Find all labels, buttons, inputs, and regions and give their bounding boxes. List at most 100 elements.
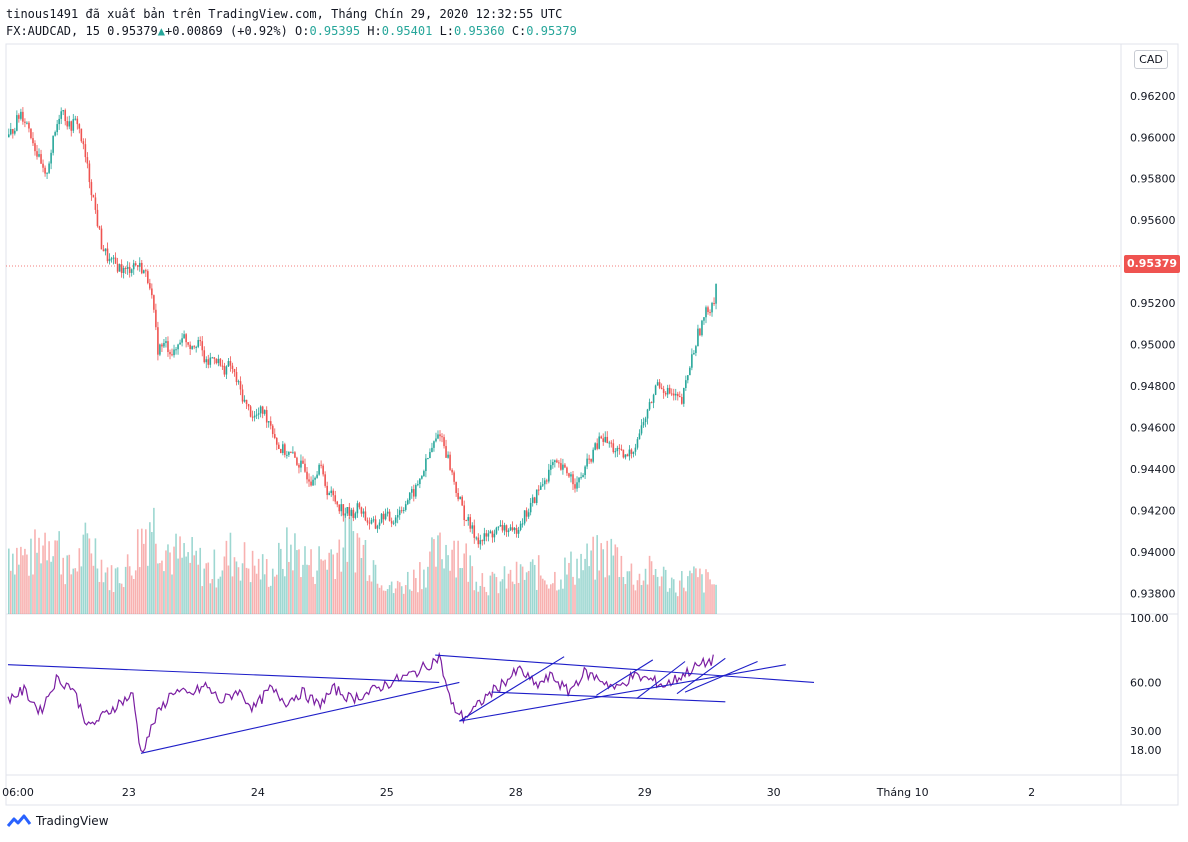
volume-bar	[473, 590, 476, 614]
volume-bar	[501, 579, 504, 614]
candle-body	[541, 484, 544, 486]
candle-body	[215, 358, 218, 364]
volume-bar	[628, 571, 631, 614]
plot-border	[5, 43, 1179, 806]
candle-body	[701, 320, 703, 336]
candle-body	[179, 342, 181, 345]
volume-bar	[203, 568, 206, 614]
candle-body	[685, 380, 687, 389]
volume-bar	[590, 550, 592, 614]
candle-body	[219, 358, 222, 366]
candle-body	[402, 509, 405, 511]
candle-body	[562, 464, 564, 470]
candle-body	[550, 465, 552, 470]
volume-bar	[183, 543, 185, 614]
volume-bar	[390, 581, 393, 614]
candle-body	[360, 507, 363, 514]
volume-bar	[181, 557, 183, 614]
candle-body	[140, 262, 143, 274]
candle-body	[650, 402, 653, 404]
candle-body	[78, 124, 81, 129]
volume-bar	[78, 548, 81, 614]
volume-bar	[46, 560, 48, 614]
candle-body	[304, 463, 306, 472]
volume-bar	[92, 565, 95, 614]
volume-bar	[443, 568, 445, 614]
volume-bar	[495, 577, 498, 614]
volume-bar	[562, 588, 564, 614]
volume-bar	[278, 542, 280, 614]
volume-bar	[241, 563, 244, 614]
volume-bar	[608, 575, 611, 614]
volume-bar	[191, 537, 193, 614]
candle-body	[136, 265, 139, 267]
candle-body	[278, 444, 280, 450]
volume-bar	[467, 581, 470, 614]
volume-bar	[370, 581, 373, 614]
volume-bar	[110, 565, 113, 614]
volume-bar	[211, 578, 214, 614]
high-label: H:	[367, 24, 382, 38]
candle-body	[386, 511, 389, 514]
rsi-trendline	[7, 664, 440, 683]
candle-body	[435, 438, 437, 442]
cloud-logo-icon	[6, 814, 32, 827]
candle-body	[632, 451, 635, 454]
volume-bar	[533, 564, 536, 614]
candle-body	[545, 480, 548, 482]
volume-bar	[294, 533, 296, 614]
volume-bar	[273, 576, 276, 614]
volume-bar	[447, 555, 449, 614]
volume-bar	[142, 543, 145, 614]
volume-bar	[221, 570, 224, 614]
candle-body	[362, 511, 365, 514]
volume-bar	[239, 580, 242, 614]
volume-bar	[32, 574, 34, 614]
tradingview-logo[interactable]: TradingView	[6, 814, 109, 828]
candle-body	[467, 517, 470, 521]
candle-body	[483, 533, 486, 542]
volume-bars	[8, 507, 717, 614]
candle-body	[334, 495, 337, 502]
volume-bar	[227, 565, 230, 614]
volume-bar	[302, 564, 304, 614]
volume-bar	[298, 549, 300, 614]
volume-bar	[648, 555, 651, 614]
volume-bar	[513, 584, 516, 614]
price-tick-label: 0.94400	[1130, 463, 1176, 476]
candle-body	[267, 421, 270, 423]
candle-body	[681, 397, 683, 404]
candle-body	[368, 522, 371, 524]
candle-body	[294, 452, 296, 458]
candle-body	[157, 327, 159, 355]
volume-bar	[598, 570, 600, 614]
volume-bar	[689, 570, 691, 614]
candle-body	[441, 436, 443, 438]
candle-body	[96, 209, 99, 227]
volume-bar	[487, 595, 490, 614]
volume-bar	[306, 564, 308, 614]
volume-bar	[441, 559, 443, 614]
last-price-tag: 0.95379	[1124, 255, 1180, 273]
symbol-label[interactable]: FX:AUDCAD, 15	[6, 24, 100, 38]
candle-body	[177, 344, 179, 350]
volume-bar	[521, 566, 524, 614]
candle-body	[475, 537, 478, 539]
volume-bar	[374, 564, 377, 614]
candle-body	[431, 447, 433, 453]
candle-body	[165, 341, 167, 343]
candle-body	[269, 421, 272, 426]
candle-body	[707, 307, 709, 313]
candle-body	[237, 381, 240, 383]
volume-bar	[445, 544, 447, 614]
currency-badge[interactable]: CAD	[1134, 50, 1168, 69]
close-value: 0.95379	[526, 24, 577, 38]
volume-bar	[322, 560, 324, 614]
candle-body	[34, 143, 36, 152]
candle-body	[181, 338, 183, 343]
candle-body	[495, 527, 498, 534]
candle-body	[380, 513, 383, 523]
candle-body	[221, 365, 224, 367]
candle-body	[600, 436, 603, 439]
